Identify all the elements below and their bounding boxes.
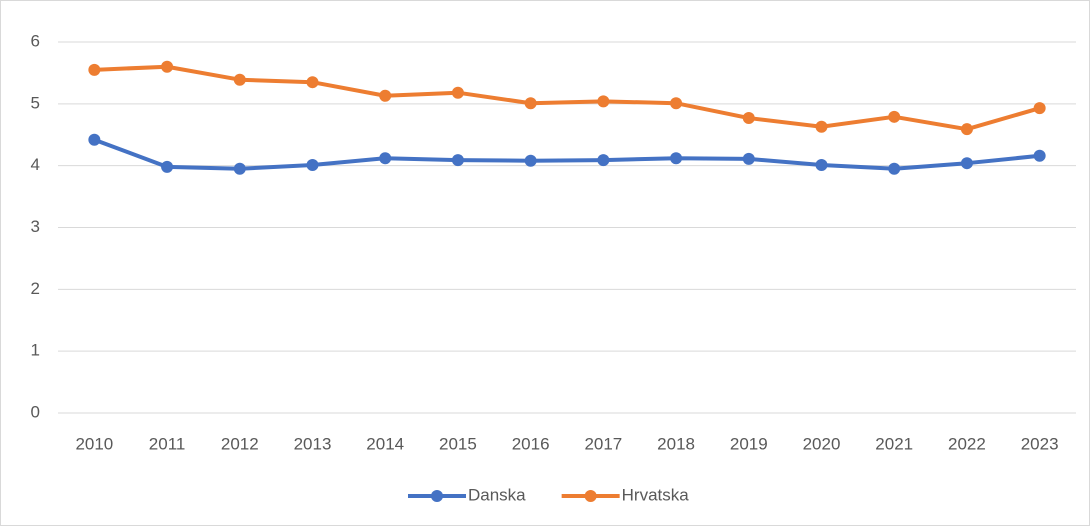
data-point: [88, 63, 101, 76]
data-point: [88, 133, 101, 146]
data-point: [597, 154, 610, 167]
data-point: [670, 97, 683, 110]
data-point: [379, 89, 392, 102]
legend-marker: [431, 490, 443, 502]
data-point: [524, 97, 537, 110]
series-line: [94, 64, 1041, 132]
data-point: [451, 86, 464, 99]
data-point: [161, 60, 174, 73]
data-point: [306, 76, 319, 89]
y-tick-label: 6: [31, 31, 40, 50]
x-tick-label: 2020: [803, 434, 841, 453]
data-point: [524, 154, 537, 167]
x-tick-label: 2016: [512, 434, 550, 453]
data-point: [1033, 102, 1046, 115]
data-point: [451, 154, 464, 167]
x-tick-label: 2021: [875, 434, 913, 453]
y-tick-label: 0: [31, 402, 40, 421]
data-point: [161, 160, 174, 173]
data-point: [960, 157, 973, 170]
x-tick-label: 2023: [1021, 434, 1059, 453]
series-line: [93, 137, 1040, 171]
x-tick-label: 2013: [294, 434, 332, 453]
y-tick-label: 3: [31, 217, 40, 236]
x-tick-label: 2011: [149, 434, 186, 453]
data-point: [1033, 149, 1046, 162]
legend-label: Danska: [468, 485, 526, 504]
x-tick-label: 2012: [221, 434, 259, 453]
x-tick-label: 2017: [584, 434, 622, 453]
x-tick-label: 2018: [657, 434, 695, 453]
data-point: [815, 120, 828, 133]
data-point: [379, 152, 392, 165]
y-tick-label: 5: [31, 93, 40, 112]
y-tick-label: 4: [31, 155, 40, 174]
data-point: [233, 73, 246, 86]
data-point: [597, 95, 610, 108]
data-point: [306, 159, 319, 172]
legend-label: Hrvatska: [622, 485, 690, 504]
data-point: [888, 110, 901, 123]
legend-marker: [584, 490, 597, 502]
data-point: [670, 152, 683, 165]
x-tick-label: 2019: [730, 434, 768, 453]
x-tick-label: 2010: [75, 434, 113, 453]
x-tick-label: 2015: [439, 434, 477, 453]
x-tick-label: 2014: [366, 434, 404, 453]
data-point: [960, 123, 973, 136]
y-tick-label: 1: [31, 341, 40, 360]
data-point: [815, 159, 828, 172]
data-point: [742, 112, 755, 125]
x-tick-label: 2022: [948, 434, 986, 453]
data-point: [742, 152, 755, 165]
data-point: [888, 162, 901, 175]
data-point: [233, 162, 246, 175]
y-tick-label: 2: [31, 279, 40, 298]
